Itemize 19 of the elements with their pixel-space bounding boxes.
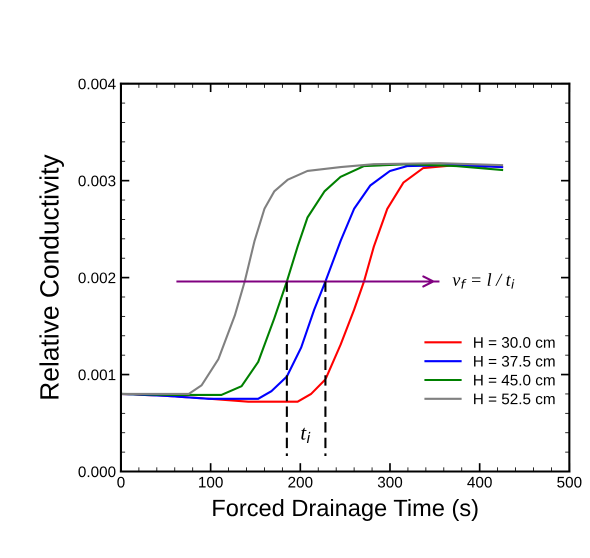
x-tick-label: 0 — [117, 476, 125, 488]
annotation: t$_{i}$ — [301, 428, 310, 443]
y-tick-label: 0.001 — [78, 369, 116, 380]
x-tick-label: 500 — [557, 476, 582, 488]
x-axis-title: Forced Drainage Time (s) — [213, 498, 478, 521]
y-tick-label: 0.003 — [78, 176, 116, 186]
y-tick-label: 0.004 — [78, 78, 116, 90]
y-tick-label: 0.002 — [78, 272, 116, 284]
legend-label: H = 37.5 cm — [474, 356, 555, 367]
x-tick-label: 100 — [199, 476, 223, 488]
x-tick-label: 400 — [467, 476, 492, 488]
legend-label: H = 45.0 cm — [474, 374, 555, 386]
legend-label: H = 30.0 cm — [474, 337, 555, 348]
legend-label: H = 52.5 cm — [474, 394, 555, 404]
y-axis-title: Relative Conductivity — [39, 154, 64, 399]
x-tick-label: 300 — [378, 476, 402, 488]
annotation: ν$_{f}$ = l / t$_{i}$ — [452, 273, 514, 289]
x-tick-label: 200 — [288, 476, 312, 488]
y-tick-label: 0.000 — [78, 466, 116, 478]
